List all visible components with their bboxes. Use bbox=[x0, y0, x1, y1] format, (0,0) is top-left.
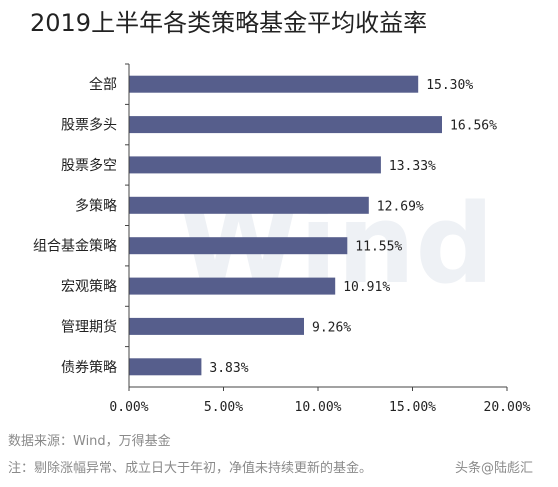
category-label: 多策略 bbox=[75, 197, 117, 214]
bar-5 bbox=[129, 277, 336, 295]
bars-group bbox=[129, 75, 442, 376]
bar-1 bbox=[129, 116, 442, 134]
overlay-watermark-text: 头条@陆彪汇 bbox=[455, 460, 533, 476]
footnote: 注：剔除涨幅异常、成立日大于年初，净值未持续更新的基金。 bbox=[8, 460, 372, 476]
category-label: 管理期货 bbox=[61, 318, 117, 335]
value-label: 13.33% bbox=[389, 159, 436, 174]
source-note: 数据来源：Wind，万得基金 bbox=[8, 433, 171, 449]
value-label: 12.69% bbox=[377, 199, 424, 214]
x-tick-label: 0.00% bbox=[109, 400, 148, 415]
bar-7 bbox=[129, 358, 202, 376]
bar-0 bbox=[129, 75, 419, 93]
bar-6 bbox=[129, 317, 304, 335]
category-label: 股票多空 bbox=[61, 157, 117, 174]
x-tick-label: 20.00% bbox=[484, 400, 531, 415]
category-label: 全部 bbox=[89, 76, 117, 93]
x-tick-label: 15.00% bbox=[389, 400, 436, 415]
bar-3 bbox=[129, 196, 369, 214]
x-tick-label: 5.00% bbox=[204, 400, 243, 415]
value-labels-group: 15.30% 16.56% 13.33% 12.69% 11.55% 10.91% 9.26… bbox=[209, 78, 497, 376]
category-label: 股票多头 bbox=[61, 117, 117, 134]
x-ticks-group: 0.00% 5.00% 10.00% 15.00% 20.00% bbox=[109, 387, 531, 415]
chart-title: 2019上半年各类策略基金平均收益率 bbox=[30, 9, 427, 37]
value-label: 16.56% bbox=[450, 119, 497, 134]
bar-4 bbox=[129, 237, 348, 255]
category-label: 债券策略 bbox=[61, 359, 117, 376]
bar-2 bbox=[129, 156, 381, 174]
value-label: 15.30% bbox=[426, 78, 473, 93]
value-label: 11.55% bbox=[355, 240, 402, 255]
value-label: 10.91% bbox=[343, 280, 390, 295]
category-label: 宏观策略 bbox=[61, 278, 117, 295]
value-label: 3.83% bbox=[209, 361, 248, 376]
value-label: 9.26% bbox=[312, 320, 351, 335]
x-tick-label: 10.00% bbox=[295, 400, 342, 415]
category-label: 组合基金策略 bbox=[33, 238, 117, 255]
